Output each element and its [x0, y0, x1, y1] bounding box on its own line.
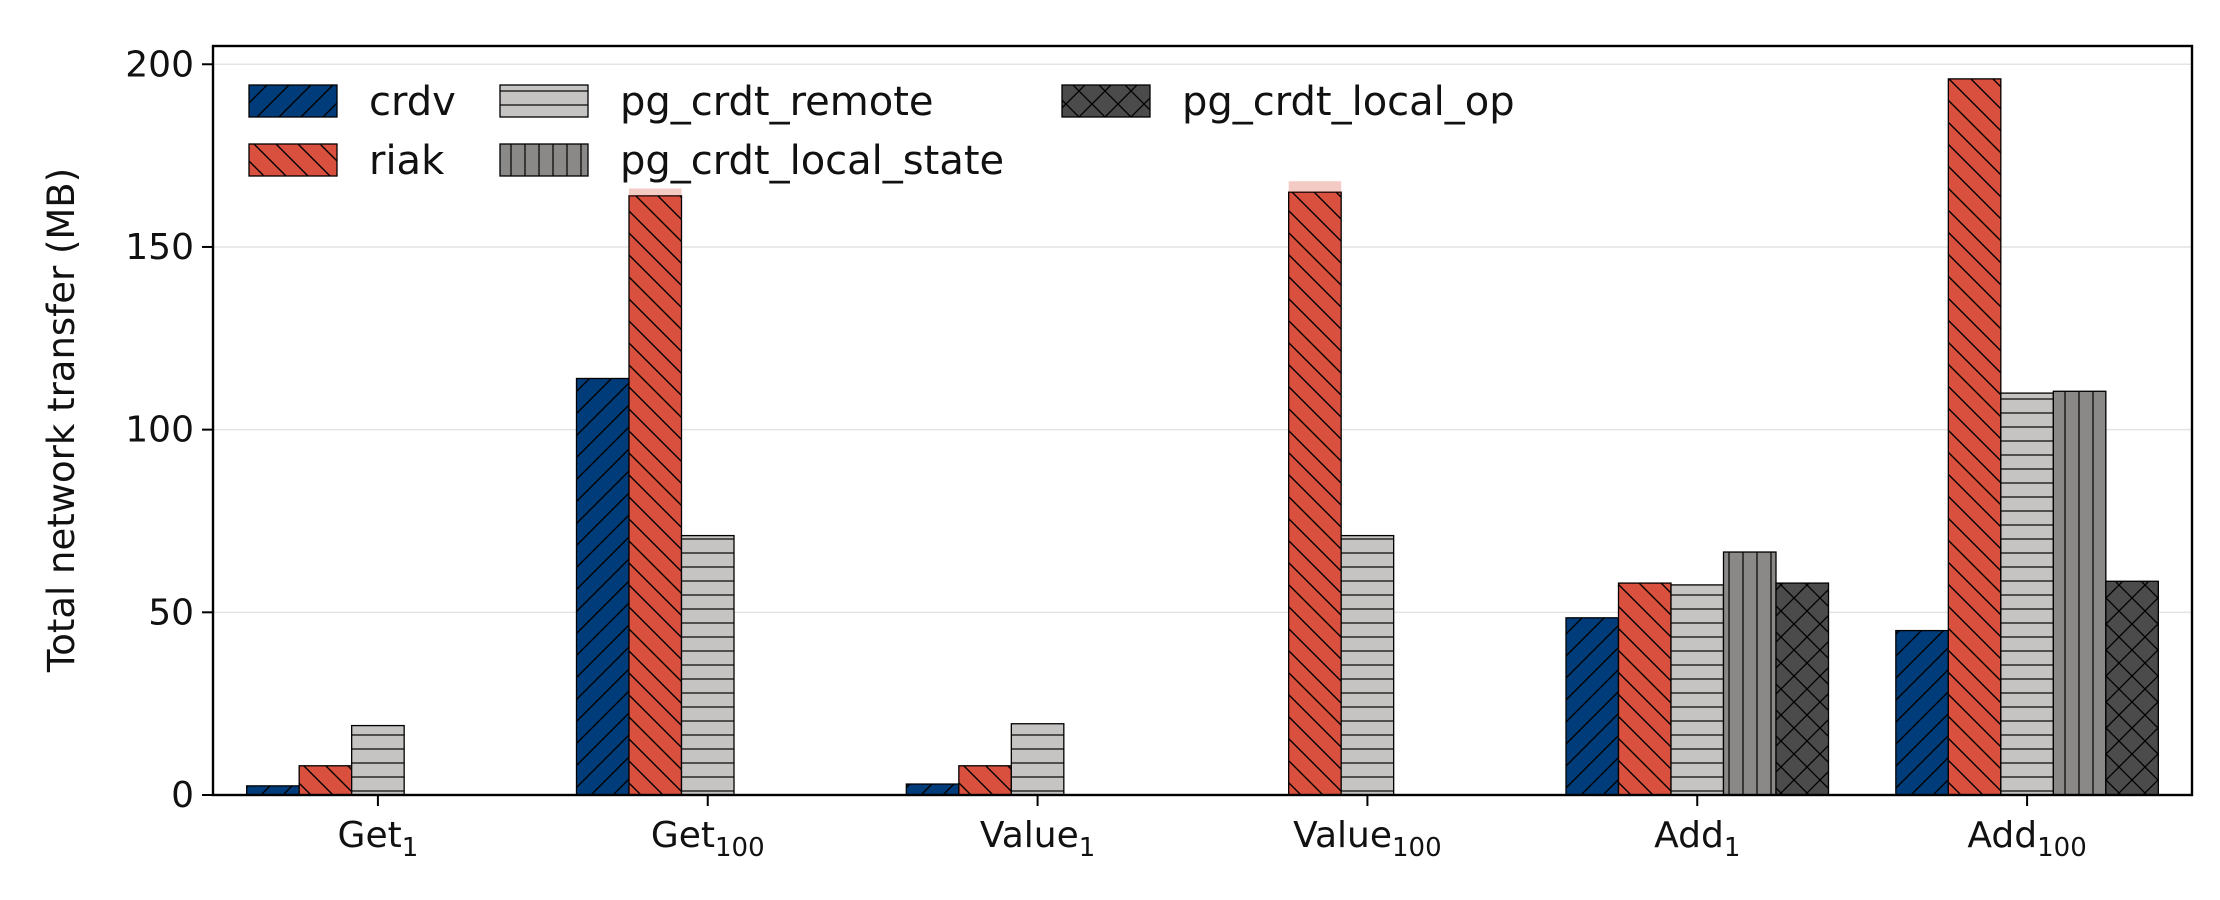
bar-hatch-pg-crdt-local-state-5	[2053, 391, 2106, 795]
legend-label-crdv: crdv	[369, 79, 456, 125]
y-tick-label: 50	[148, 592, 194, 633]
bar-hatch-pg-crdt-local-op-5	[2105, 581, 2159, 795]
legend: crdv riak pg_crdt_remote pg_crdt_local_stat…	[248, 79, 1515, 184]
bar-hatch-pg-crdt-remote-1	[681, 535, 734, 795]
legend-swatch-hatch-crdv	[249, 85, 337, 117]
legend-label-pg-crdt-local-op: pg_crdt_local_op	[1182, 79, 1515, 125]
x-tick-label-base: Get	[338, 815, 402, 856]
plot-frame	[211, 44, 2194, 797]
y-axis-title: Total network transfer (MB)	[40, 168, 83, 673]
x-tick-label-base: Value	[1293, 815, 1392, 856]
bar-hatch-crdv-2	[906, 784, 959, 795]
x-tick-label-base: Value	[980, 815, 1079, 856]
x-tick-label: Add100	[1967, 815, 2086, 863]
y-tick-label: 0	[171, 775, 194, 816]
legend-label-pg-crdt-remote: pg_crdt_remote	[620, 79, 934, 125]
legend-swatch-hatch-pg-crdt-local-state	[500, 144, 588, 176]
x-tick-label: Get100	[651, 815, 765, 863]
bar-hatch-pg-crdt-remote-3	[1341, 535, 1394, 795]
y-tick-label: 100	[125, 410, 194, 451]
x-tick-label-subscript: 1	[1724, 833, 1741, 863]
bar-overflow-riak-1	[629, 188, 682, 196]
bar-hatch-riak-1	[629, 195, 682, 796]
x-tick-label-base: Add	[1654, 815, 1724, 856]
bars	[246, 78, 2159, 796]
legend-swatch-hatch-pg-crdt-remote	[500, 85, 588, 117]
bar-hatch-riak-4	[1618, 583, 1671, 795]
grid-lines	[213, 63, 2192, 614]
x-tick-label-base: Add	[1967, 815, 2037, 856]
bar-hatch-crdv-1	[576, 378, 629, 795]
bar-hatch-pg-crdt-remote-4	[1671, 584, 1724, 795]
x-tick-label-base: Get	[651, 815, 715, 856]
x-tick-label-subscript: 100	[715, 833, 765, 863]
legend-label-riak: riak	[369, 138, 445, 184]
legend-label-pg-crdt-local-state: pg_crdt_local_state	[620, 138, 1004, 184]
x-tick-label-subscript: 1	[1079, 833, 1096, 863]
x-tick-label-subscript: 100	[2037, 833, 2087, 863]
bar-hatch-crdv-5	[1895, 630, 1949, 795]
x-tick-label-subscript: 1	[402, 833, 419, 863]
x-tick-label: Value100	[1293, 815, 1442, 863]
bar-hatch-pg-crdt-remote-5	[2000, 393, 2054, 795]
bar-hatch-crdv-4	[1566, 617, 1619, 795]
x-tick-label: Add1	[1654, 815, 1740, 863]
bar-hatch-riak-2	[958, 765, 1012, 795]
x-tick-label: Get1	[338, 815, 419, 863]
bar-overflow-riak-3	[1288, 181, 1342, 193]
bar-hatch-riak-3	[1288, 192, 1342, 795]
y-tick-label: 150	[125, 227, 194, 268]
bar-hatch-riak-5	[1948, 78, 2001, 795]
bar-hatch-crdv-0	[246, 785, 300, 795]
bar-hatch-pg-crdt-local-state-4	[1723, 552, 1776, 795]
bar-hatch-pg-crdt-local-op-4	[1776, 583, 1829, 795]
x-tick-label: Value1	[980, 815, 1095, 863]
y-tick-label: 200	[125, 44, 194, 85]
legend-swatch-hatch-pg-crdt-local-op	[1062, 85, 1150, 117]
bar-hatch-riak-0	[299, 765, 352, 795]
bar-hatch-pg-crdt-remote-0	[351, 725, 405, 795]
x-tick-label-subscript: 100	[1392, 833, 1442, 863]
legend-swatch-hatch-riak	[249, 144, 337, 176]
bar-hatch-pg-crdt-remote-2	[1011, 723, 1064, 795]
